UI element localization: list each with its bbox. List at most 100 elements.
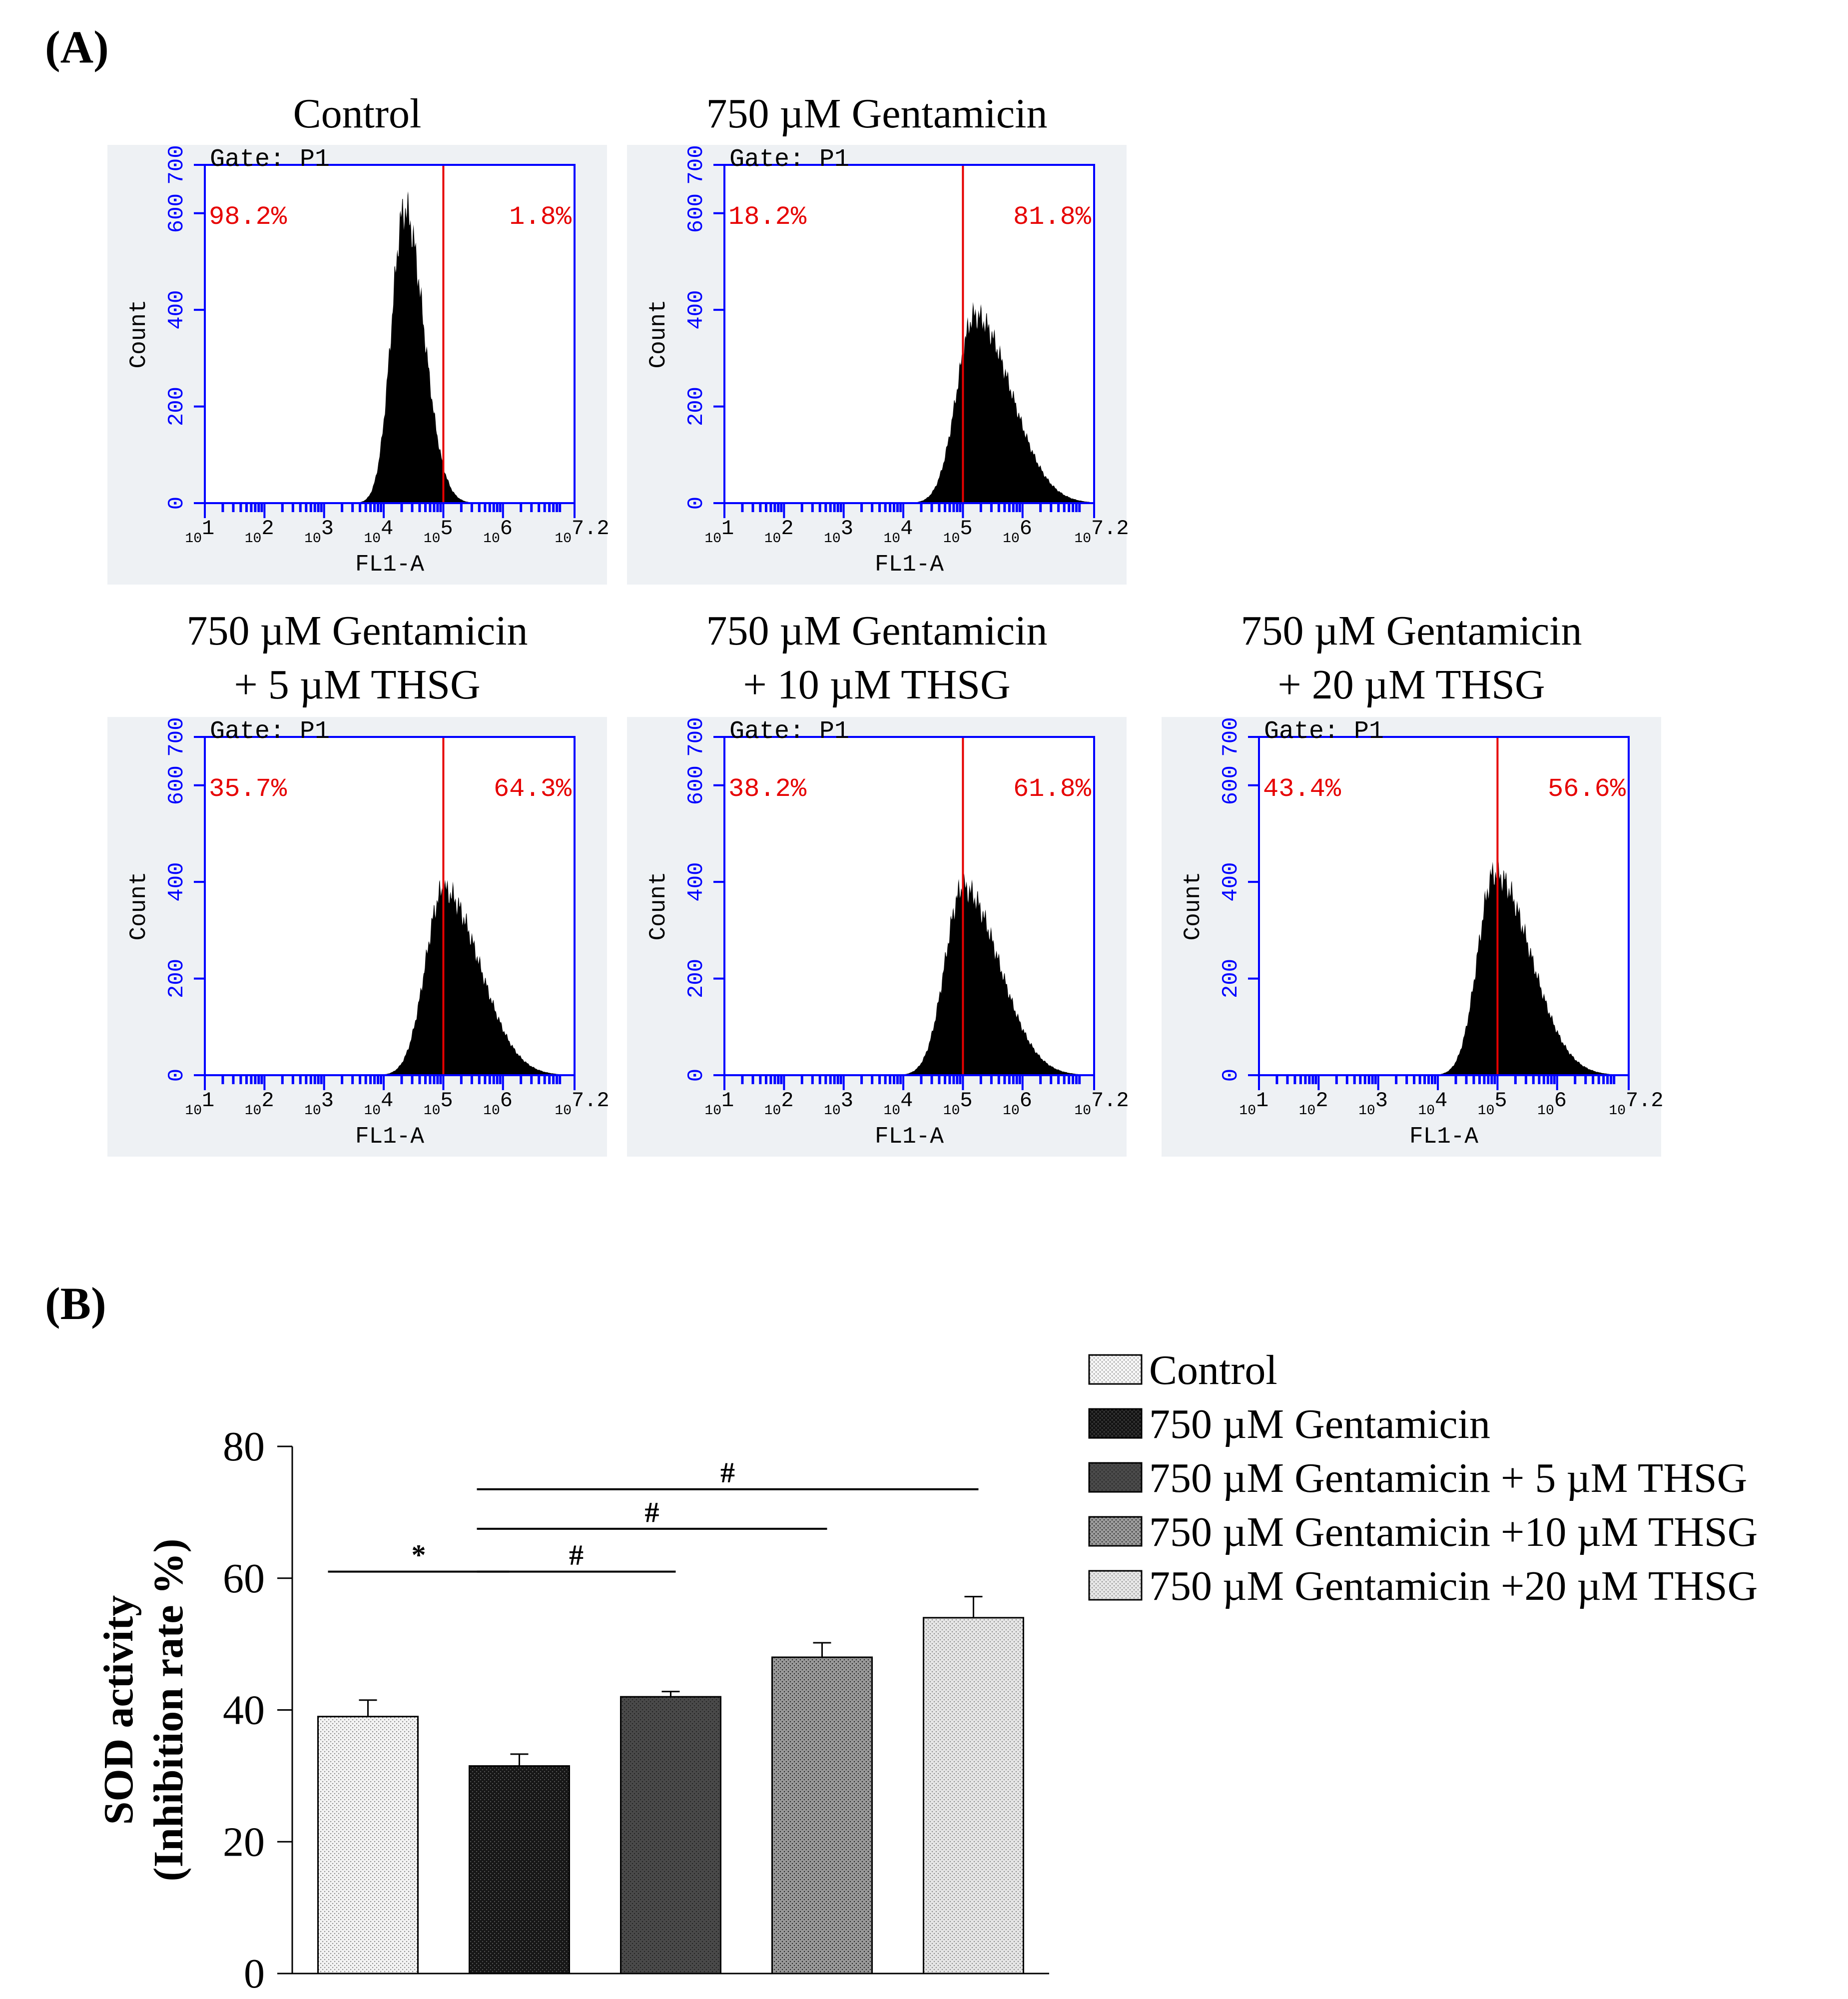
x-tick-base: 10 — [1478, 1103, 1495, 1119]
x-tick-exponent: 4 — [900, 1089, 913, 1113]
x-tick-exponent: 2 — [261, 1089, 274, 1113]
y-tick-label: 200 — [684, 959, 709, 998]
panel-label-b: (B) — [45, 1278, 106, 1329]
x-tick-label: 10 6 — [483, 517, 513, 547]
gate-right-percent: 61.8% — [1013, 774, 1092, 804]
histogram-distribution — [724, 302, 1094, 503]
y-tick-label: 20 — [223, 1819, 265, 1865]
x-tick-label: 10 2 — [764, 517, 794, 547]
x-tick-base: 10 — [1239, 1103, 1256, 1119]
y-axis-label: Count — [645, 299, 671, 368]
x-tick-exponent: 7.2 — [572, 1089, 610, 1113]
x-tick-base: 10 — [185, 1103, 202, 1119]
x-tick-base: 10 — [1074, 531, 1091, 547]
y-tick-label: 80 — [223, 1423, 265, 1470]
gate-left-percent: 35.7% — [209, 774, 287, 804]
x-tick-label: 10 3 — [824, 517, 853, 547]
x-tick-label: 10 4 — [883, 1089, 913, 1119]
gate-left-percent: 98.2% — [209, 202, 287, 232]
x-tick-exponent: 3 — [841, 517, 853, 541]
x-tick-exponent: 7.2 — [572, 517, 610, 541]
x-tick-exponent: 4 — [381, 1089, 393, 1113]
x-tick-base: 10 — [364, 531, 381, 547]
x-tick-base: 10 — [1609, 1103, 1626, 1119]
x-tick-exponent: 6 — [500, 1089, 513, 1113]
x-tick-base: 10 — [1418, 1103, 1435, 1119]
x-tick-label: 10 6 — [1003, 517, 1032, 547]
x-tick-label: 10 4 — [1418, 1089, 1447, 1119]
x-tick-label: 10 2 — [1299, 1089, 1328, 1119]
histogram-title: + 5 µM THSG — [234, 662, 480, 708]
x-tick-exponent: 2 — [1315, 1089, 1328, 1113]
x-tick-label: 10 5 — [943, 1089, 973, 1119]
gate-label: Gate: P1 — [729, 145, 849, 174]
x-tick-label: 10 1 — [704, 517, 734, 547]
x-tick-base: 10 — [424, 531, 441, 547]
x-tick-label: 10 5 — [424, 1089, 453, 1119]
y-tick-label: 600 — [164, 193, 189, 233]
x-axis-label: FL1-A — [355, 552, 424, 578]
x-tick-base: 10 — [764, 531, 781, 547]
x-tick-label: 10 2 — [245, 517, 274, 547]
legend-label-3: 750 µM Gentamicin +10 µM THSG — [1149, 1509, 1758, 1555]
x-tick-base: 10 — [764, 1103, 781, 1119]
histogram-title: 750 µM Gentamicin — [706, 608, 1048, 654]
x-tick-exponent: 3 — [321, 517, 334, 541]
y-tick-label: 0 — [244, 1951, 265, 1997]
plot-frame — [1258, 736, 1630, 1076]
y-axis-label: Count — [1180, 871, 1206, 940]
legend-label-1: 750 µM Gentamicin — [1149, 1401, 1490, 1447]
legend-swatch-4 — [1088, 1570, 1143, 1601]
x-tick-exponent: 3 — [841, 1089, 853, 1113]
histogram-panel-gen_thsg20: 750 µM Gentamicin + 20 µM THSG 43.4% 56.6% G… — [1162, 608, 1664, 1157]
histogram-title: 750 µM Gentamicin — [1241, 608, 1582, 654]
x-tick-label: 10 2 — [245, 1089, 274, 1119]
x-tick-exponent: 4 — [900, 517, 913, 541]
histogram-title: 750 µM Gentamicin — [706, 90, 1048, 137]
y-axis-label: Count — [645, 871, 671, 940]
y-tick-label: 200 — [684, 387, 709, 426]
y-tick-label: 400 — [164, 862, 189, 902]
x-tick-label: 10 3 — [304, 517, 334, 547]
x-tick-exponent: 1 — [1256, 1089, 1268, 1113]
x-tick-label: 10 4 — [364, 1089, 393, 1119]
x-tick-exponent: 6 — [1554, 1089, 1567, 1113]
y-tick-label: 700 — [684, 145, 709, 184]
x-tick-base: 10 — [364, 1103, 381, 1119]
x-tick-base: 10 — [424, 1103, 441, 1119]
x-tick-exponent: 5 — [440, 1089, 453, 1113]
y-tick-label: 700 — [684, 717, 709, 756]
x-tick-label: 10 2 — [764, 1089, 794, 1119]
x-tick-exponent: 4 — [1435, 1089, 1447, 1113]
x-tick-label: 10 6 — [483, 1089, 513, 1119]
gate-label: Gate: P1 — [210, 145, 330, 174]
x-tick-label: 10 7.2 — [1074, 517, 1129, 547]
y-tick-label: 400 — [684, 862, 709, 902]
x-tick-base: 10 — [1074, 1103, 1091, 1119]
x-tick-base: 10 — [245, 531, 262, 547]
plot-frame — [723, 736, 1095, 1076]
histogram-panel-control: Control 98.2% 1.8% Gate: P1 0 200 400 600 700 Cou… — [107, 90, 610, 585]
x-tick-exponent: 7.2 — [1626, 1089, 1664, 1113]
histogram-distribution — [1259, 857, 1629, 1075]
bar-chart-legend: Control 750 µM Gentamicin 750 µM Gentamici… — [1088, 1347, 1758, 1609]
histogram-title: + 10 µM THSG — [743, 662, 1010, 708]
histogram-title: 750 µM Gentamicin — [187, 608, 528, 654]
x-tick-label: 10 3 — [824, 1089, 853, 1119]
x-tick-label: 10 3 — [1358, 1089, 1388, 1119]
x-tick-label: 10 6 — [1537, 1089, 1567, 1119]
plot-area — [205, 737, 575, 1075]
x-tick-label: 10 5 — [424, 517, 453, 547]
x-tick-base: 10 — [1358, 1103, 1375, 1119]
y-axis-label: Count — [126, 299, 152, 368]
x-tick-label: 10 7.2 — [555, 1089, 609, 1119]
x-tick-exponent: 7.2 — [1091, 1089, 1129, 1113]
panel-label-a: (A) — [45, 21, 109, 72]
y-tick-label: 400 — [1219, 862, 1243, 902]
histogram-distribution — [205, 191, 575, 503]
plot-area — [724, 165, 1094, 503]
x-tick-base: 10 — [883, 531, 900, 547]
x-tick-base: 10 — [555, 531, 572, 547]
y-tick-label: 0 — [684, 1069, 709, 1082]
x-tick-base: 10 — [943, 531, 960, 547]
